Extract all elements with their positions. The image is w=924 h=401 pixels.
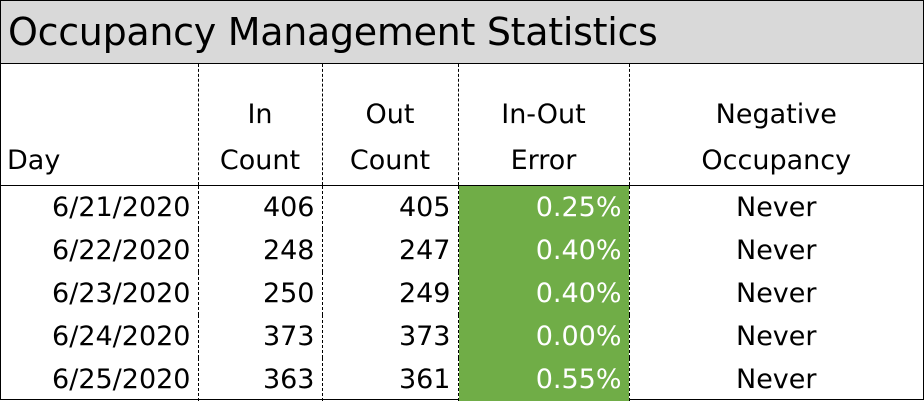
cell-out-count: 249 [321,272,458,315]
header-in-out-error-line-1: In-Out [501,99,586,130]
cell-in-out-error: 0.25% [457,185,629,229]
table-row: 6/24/2020 373 373 0.00% Never [1,315,923,358]
table-header: Day In Count Out Count In-Out Error Nega… [1,64,923,186]
table-row: 6/22/2020 248 247 0.40% Never [1,229,923,272]
cell-negative-occupancy: Never [628,185,923,229]
header-in-count-line-1: In [247,99,273,130]
cell-in-count: 248 [197,229,322,272]
header-negative-occupancy-line-2: Occupancy [701,145,852,176]
statistics-table: Day In Count Out Count In-Out Error Nega… [1,64,923,401]
header-in-count-line-2: Count [219,145,301,176]
cell-out-count: 405 [321,185,458,229]
cell-negative-occupancy: Never [628,315,923,358]
cell-in-count: 373 [197,315,322,358]
header-out-count-line-1: Out [365,99,415,130]
header-out-count: Out Count [321,64,458,186]
table-row: 6/21/2020 406 405 0.25% Never [1,185,923,229]
table-row: 6/23/2020 250 249 0.40% Never [1,272,923,315]
cell-negative-occupancy: Never [628,272,923,315]
cell-in-count: 406 [197,185,322,229]
cell-day: 6/23/2020 [52,278,191,309]
cell-in-out-error: 0.00% [457,315,629,358]
cell-day: 6/22/2020 [52,235,191,266]
cell-in-count: 250 [197,272,322,315]
header-in-out-error-line-2: Error [510,145,577,176]
cell-day: 6/24/2020 [52,321,191,352]
header-row: Day In Count Out Count In-Out Error Nega… [1,64,923,186]
header-day: Day [1,64,198,186]
cell-in-out-error: 0.40% [457,272,629,315]
cell-negative-occupancy: Never [628,229,923,272]
cell-day: 6/21/2020 [52,192,191,223]
cell-out-count: 373 [321,315,458,358]
table-body: 6/21/2020 406 405 0.25% Never 6/22/2020 … [1,185,923,401]
cell-in-out-error: 0.55% [457,358,629,401]
header-day-line-1: Day [7,145,61,176]
header-out-count-line-2: Count [349,145,431,176]
header-in-out-error: In-Out Error [457,64,629,186]
sheet-title: Occupancy Management Statistics [1,0,923,64]
cell-day: 6/25/2020 [52,364,191,395]
cell-out-count: 247 [321,229,458,272]
header-negative-occupancy-line-1: Negative [715,99,837,130]
cell-negative-occupancy: Never [628,358,923,401]
cell-out-count: 361 [321,358,458,401]
header-negative-occupancy: Negative Occupancy [628,64,923,186]
header-in-count: In Count [197,64,322,186]
cell-in-out-error: 0.40% [457,229,629,272]
table-row: 6/25/2020 363 361 0.55% Never [1,358,923,401]
cell-in-count: 363 [197,358,322,401]
